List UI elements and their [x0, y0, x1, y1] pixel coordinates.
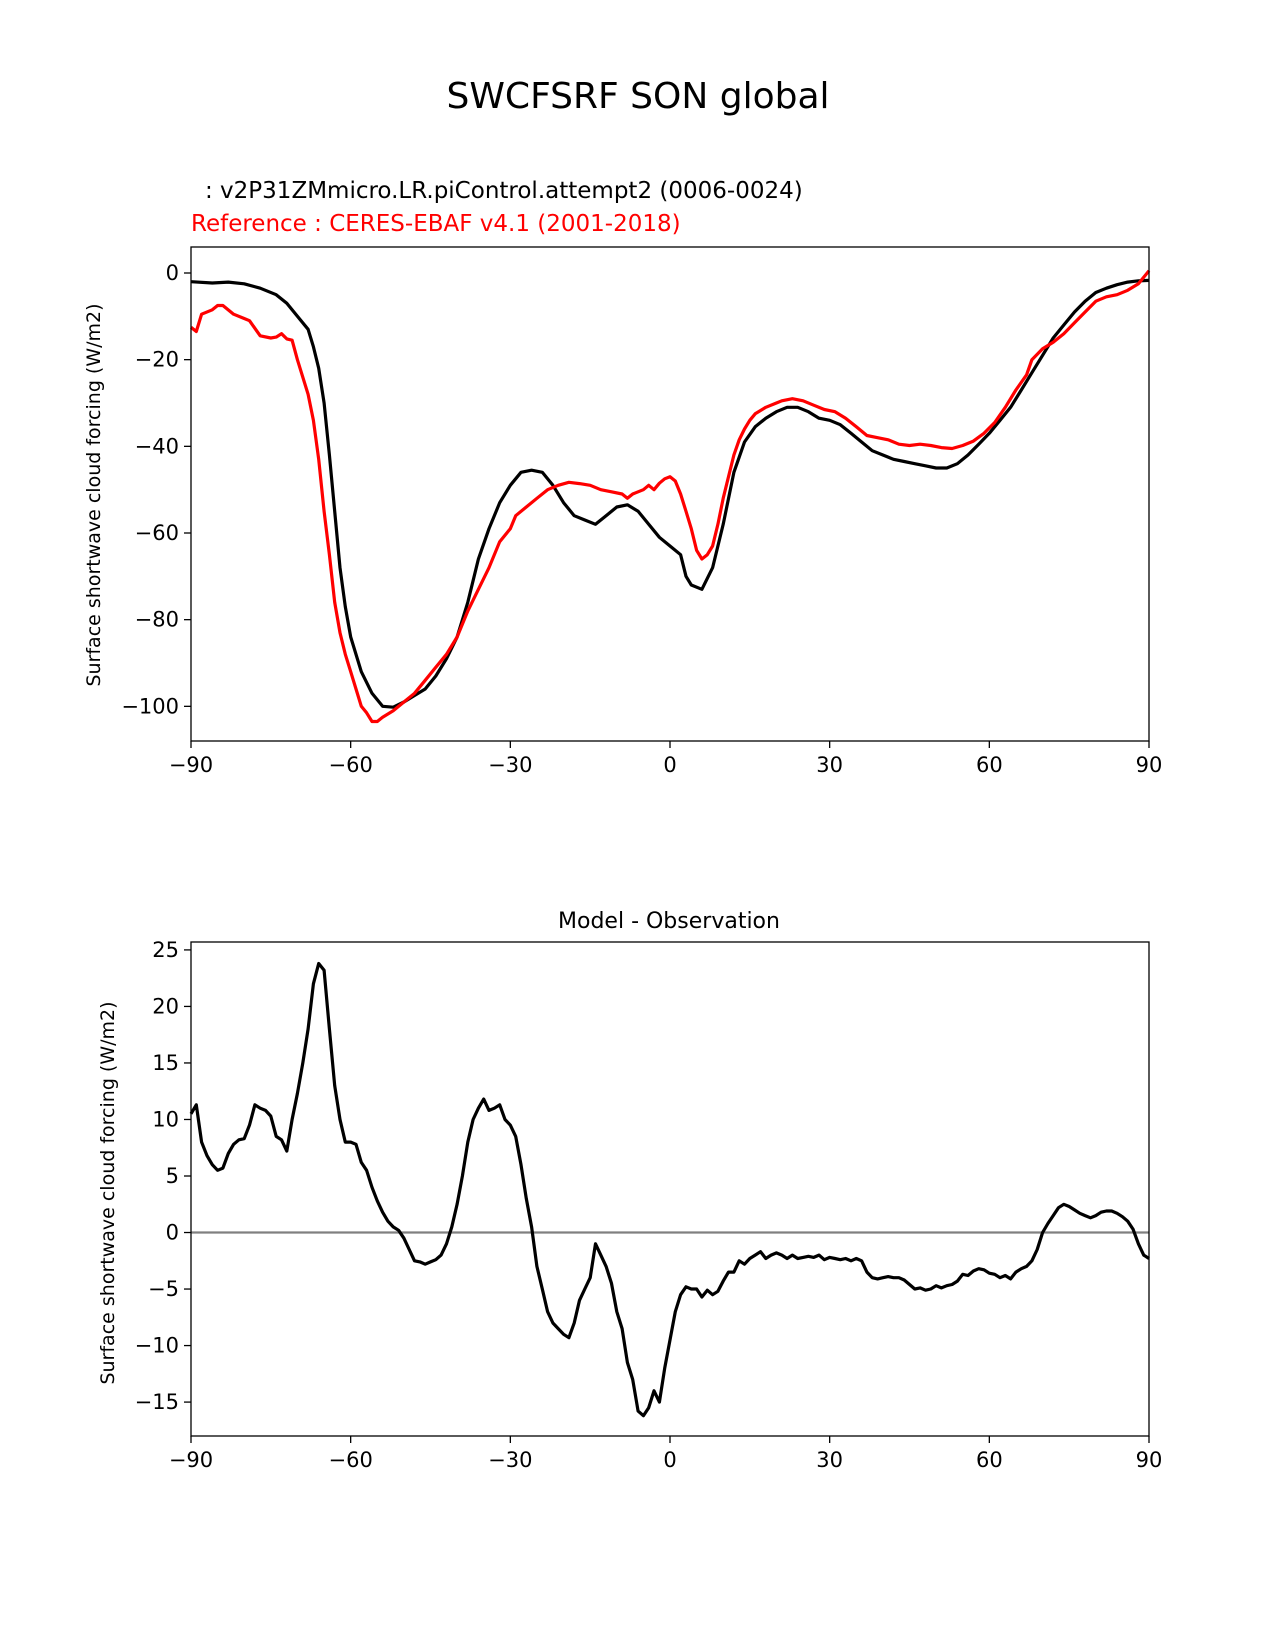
x-tick-label: −60 — [329, 753, 373, 777]
series-line-model — [190, 278, 1150, 709]
test-model-label: : v2P31ZMmicro.LR.piControl.attempt2 (00… — [205, 178, 803, 204]
series-line-reference — [189, 269, 1151, 724]
top-plot: −90 −60 −30 0 30 60 90 0 −20 −40 −60 −80 −100 — [121, 246, 1163, 777]
reference-label: Reference : CERES-EBAF v4.1 (2001-2018) — [191, 211, 681, 237]
x-tick-label: −90 — [169, 753, 213, 777]
x-tick-label: 90 — [1136, 1448, 1163, 1472]
y-tick-label: −20 — [135, 348, 179, 372]
top-y-axis-label: Surface shortwave cloud forcing (W/m2) — [83, 303, 105, 686]
y-tick-label: 15 — [152, 1051, 179, 1075]
x-tick-label: 30 — [816, 1448, 843, 1472]
y-tick-label: −60 — [135, 521, 179, 545]
y-tick-label: −15 — [135, 1390, 179, 1414]
x-tick-label: 60 — [976, 753, 1003, 777]
y-tick-label: −40 — [135, 434, 179, 458]
y-tick-label: −5 — [148, 1277, 179, 1301]
x-tick-label: 90 — [1136, 753, 1163, 777]
series-line-difference — [189, 961, 1150, 1418]
y-tick-label: −100 — [121, 694, 179, 718]
difference-plot: −90 −60 −30 0 30 60 90 25 20 15 10 5 0 −5 −10 −15 — [135, 938, 1163, 1472]
y-tick-label: 0 — [166, 1221, 179, 1245]
x-tick-label: 0 — [663, 753, 676, 777]
x-tick-label: 30 — [816, 753, 843, 777]
y-tick-label: −80 — [135, 608, 179, 632]
y-tick-label: −10 — [135, 1334, 179, 1358]
figure-title: SWCFSRF SON global — [446, 76, 829, 117]
y-tick-label: 25 — [152, 938, 179, 962]
y-tick-label: 0 — [166, 261, 179, 285]
y-tick-label: 20 — [152, 994, 179, 1018]
x-tick-label: −60 — [329, 1448, 373, 1472]
bottom-plot-title: Model - Observation — [558, 909, 780, 934]
x-tick-label: −30 — [488, 753, 532, 777]
x-tick-label: −90 — [169, 1448, 213, 1472]
bottom-y-axis-label: Surface shortwave cloud forcing (W/m2) — [97, 1001, 119, 1384]
y-tick-label: 10 — [152, 1107, 179, 1131]
y-tick-label: 5 — [166, 1164, 179, 1188]
x-tick-label: 60 — [976, 1448, 1003, 1472]
x-tick-label: 0 — [663, 1448, 676, 1472]
x-tick-label: −30 — [488, 1448, 532, 1472]
